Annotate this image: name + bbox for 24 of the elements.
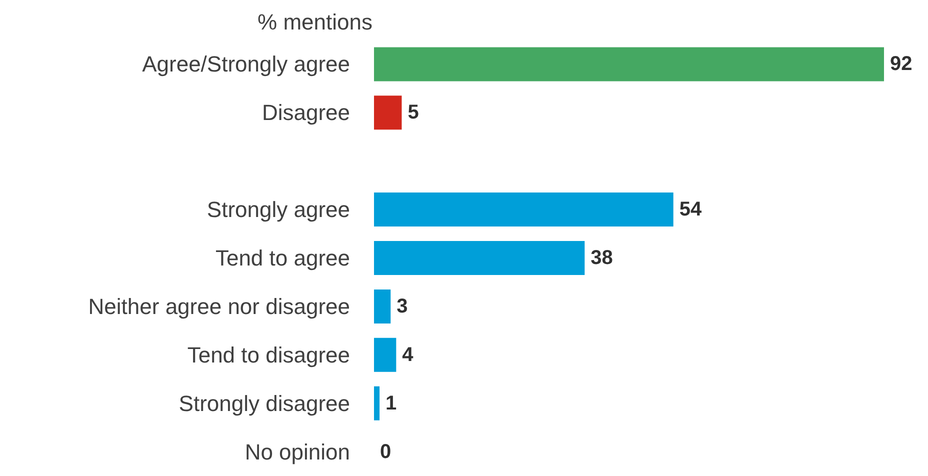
y-tick-label: Agree/Strongly agree	[142, 52, 350, 77]
bar	[374, 96, 402, 130]
data-label: 0	[380, 440, 392, 463]
bar	[374, 289, 391, 324]
y-tick-label: Tend to disagree	[187, 342, 350, 368]
bar	[374, 47, 884, 82]
bar	[374, 338, 396, 372]
y-tick-label: Tend to agree	[215, 246, 350, 270]
bar	[374, 192, 674, 227]
bar	[374, 241, 585, 275]
y-tick-label: No opinion	[244, 439, 350, 464]
chart-title: % mentions	[258, 10, 372, 34]
data-label: 3	[396, 295, 408, 318]
y-tick-label: Strongly disagree	[178, 390, 350, 416]
bar	[374, 386, 380, 420]
data-label: 5	[408, 102, 419, 124]
y-tick-label: Neither agree nor disagree	[88, 294, 350, 319]
y-tick-label: Strongly agree	[206, 197, 350, 222]
data-label: 92	[890, 53, 912, 76]
data-label: 4	[402, 344, 414, 366]
data-label: 54	[679, 198, 702, 221]
y-tick-label: Disagree	[262, 100, 350, 126]
data-label: 38	[590, 247, 613, 269]
data-label: 1	[386, 392, 397, 414]
